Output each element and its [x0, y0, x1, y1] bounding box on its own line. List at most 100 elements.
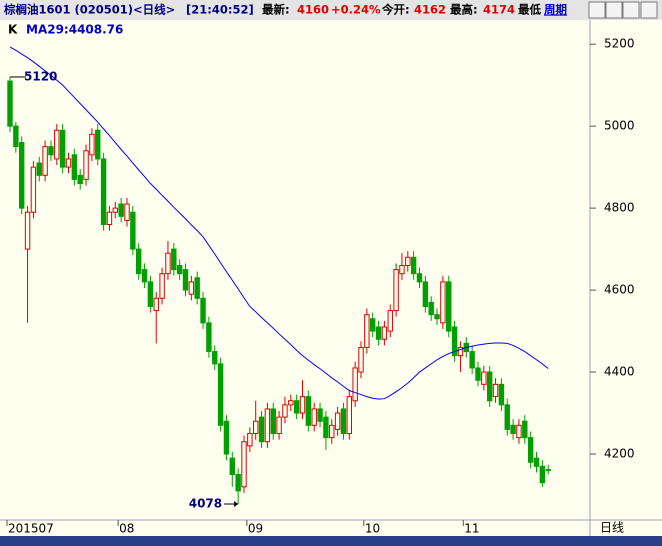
- candle-body: [492, 383, 499, 398]
- candle-body: [200, 297, 206, 324]
- candle-body: [182, 269, 189, 291]
- zoom-button[interactable]: [622, 1, 640, 19]
- candle-body: [288, 400, 294, 406]
- last-label: 最新:: [262, 3, 290, 17]
- forward-button[interactable]: [605, 1, 623, 19]
- x-tick-label: 11: [464, 522, 479, 536]
- high: 4174: [483, 3, 515, 17]
- y-tick-label: 4800: [604, 201, 635, 215]
- candle-body: [522, 420, 528, 439]
- y-tick-label: 4200: [604, 447, 635, 461]
- candle-body: [124, 203, 130, 221]
- y-tick-label: 5000: [604, 119, 635, 133]
- candle-body: [487, 371, 493, 402]
- candle-body: [229, 457, 236, 476]
- candle-body: [510, 424, 516, 435]
- candle-body: [370, 318, 376, 332]
- candle-body: [352, 367, 358, 402]
- open-label: 今开:: [381, 3, 410, 17]
- candle-body: [293, 400, 300, 414]
- y-tick-label: 4600: [604, 283, 635, 297]
- candle-body: [7, 80, 13, 127]
- candle-body: [434, 314, 440, 320]
- candle-body: [106, 211, 113, 226]
- time: [21:40:52]: [186, 3, 254, 17]
- candle-body: [317, 408, 323, 422]
- candle-body: [83, 150, 89, 180]
- header-bar: [0, 0, 662, 20]
- candle-body: [545, 469, 551, 472]
- max-label: 5120: [24, 69, 57, 83]
- candle-body: [387, 310, 393, 332]
- x-tick-label: 08: [119, 522, 134, 536]
- candle-body: [516, 424, 522, 439]
- candle-body: [481, 371, 487, 385]
- candle-body: [19, 142, 25, 209]
- candle-body: [147, 281, 154, 307]
- candle-body: [276, 416, 282, 435]
- candle-body: [112, 207, 118, 213]
- candle-body: [59, 129, 66, 168]
- change: +0.24%: [331, 3, 381, 17]
- ma-label: MA29:4408.76: [26, 23, 123, 37]
- candle-body: [258, 416, 265, 443]
- candle-body: [393, 269, 399, 312]
- candle-body: [118, 203, 124, 217]
- candle-body: [217, 363, 224, 426]
- candle-body: [416, 273, 423, 283]
- candle-body: [77, 174, 83, 185]
- candle-body: [334, 412, 341, 430]
- candle-body: [95, 129, 101, 160]
- x-tick-label: 10: [365, 522, 380, 536]
- back-button[interactable]: [588, 1, 606, 19]
- period[interactable]: 周期: [544, 3, 567, 17]
- candle-body: [141, 269, 148, 283]
- candle-body: [299, 396, 306, 414]
- y-tick-label: 5200: [604, 37, 635, 51]
- candle-body: [194, 277, 200, 299]
- candle-body: [375, 326, 382, 340]
- candle-body: [48, 146, 54, 156]
- candle-body: [270, 408, 276, 435]
- candle-body: [358, 346, 364, 373]
- k-label: K: [8, 23, 18, 37]
- candle-body: [71, 154, 78, 180]
- candle-body: [340, 408, 347, 435]
- candle-body: [65, 158, 72, 168]
- open: 4162: [414, 3, 446, 17]
- candle-body: [475, 367, 481, 381]
- candle-body: [223, 420, 230, 455]
- candle-body: [42, 146, 48, 176]
- x-tick-label: 201507: [8, 522, 54, 536]
- candle-body: [136, 248, 142, 275]
- period-label: 日线: [600, 521, 624, 535]
- candle-body: [24, 211, 31, 250]
- candle-body: [36, 162, 42, 176]
- candle-body: [422, 281, 429, 307]
- ma-line: [9, 46, 549, 400]
- candle-body: [533, 457, 540, 467]
- close-button[interactable]: [640, 1, 658, 19]
- candle-body: [446, 281, 452, 332]
- candle-body: [100, 158, 107, 226]
- candle-body: [206, 322, 212, 353]
- high-label: 最高:: [450, 3, 478, 17]
- candle-body: [323, 416, 329, 439]
- candle-body: [311, 408, 317, 426]
- candle-body: [159, 273, 165, 299]
- candle-body: [428, 301, 434, 316]
- period-button[interactable]: [542, 1, 570, 19]
- candle-body: [212, 351, 218, 365]
- candle-body: [247, 433, 253, 447]
- y-tick-label: 4400: [604, 365, 635, 379]
- candle-body: [30, 166, 37, 213]
- candle-body: [171, 248, 177, 271]
- candle-body: [410, 256, 417, 275]
- candle-body: [253, 420, 259, 435]
- candle-body: [241, 441, 247, 488]
- candle-body: [89, 133, 95, 156]
- candle-body: [13, 125, 19, 148]
- plot-background: [0, 20, 662, 536]
